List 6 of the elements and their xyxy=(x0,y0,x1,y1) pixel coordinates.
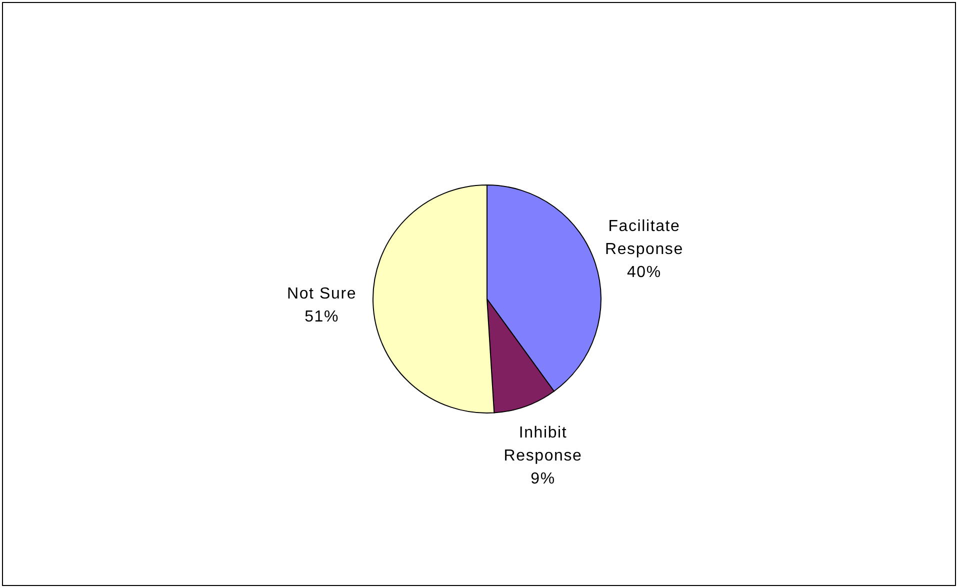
data-label: 9% xyxy=(530,470,556,488)
slice-label: Not Sure xyxy=(287,286,357,303)
data-label: 40% xyxy=(626,264,662,281)
slice-label: Facilitate Response xyxy=(604,218,684,258)
data-label: 51% xyxy=(304,308,339,326)
slice-label: Inhibit Response xyxy=(504,424,582,465)
